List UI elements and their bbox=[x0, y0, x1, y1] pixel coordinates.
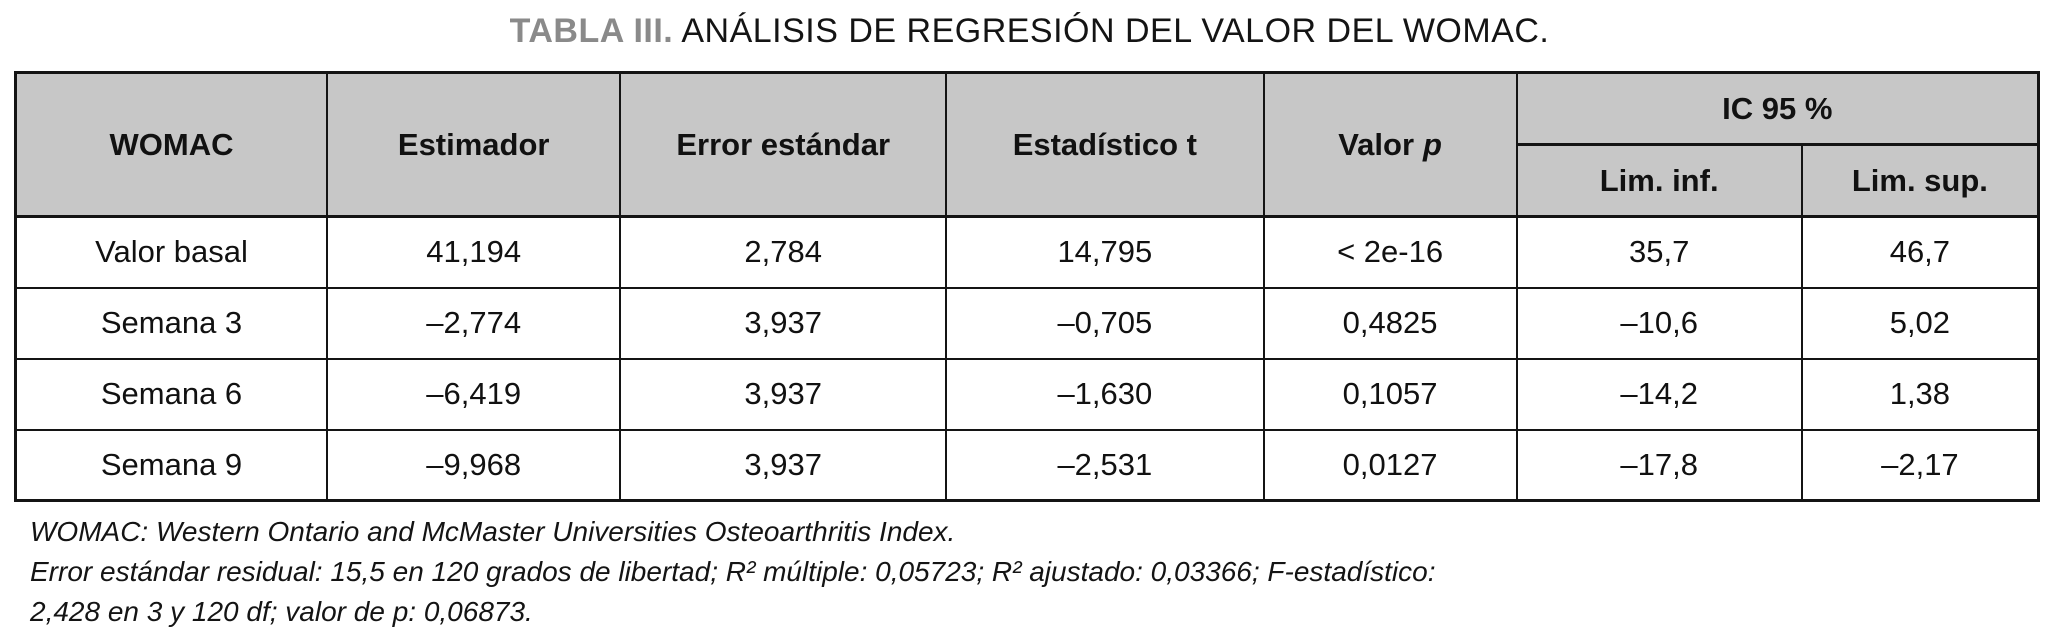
cell-error-estandar: 2,784 bbox=[619, 215, 948, 289]
column-header-estimador: Estimador bbox=[326, 71, 622, 218]
cell-error-estandar: 3,937 bbox=[619, 357, 948, 431]
valor-p-symbol: p bbox=[1423, 126, 1442, 162]
cell-estadistico-t: –1,630 bbox=[945, 357, 1265, 431]
cell-error-estandar: 3,937 bbox=[619, 428, 948, 502]
cell-estadistico-t: 14,795 bbox=[945, 215, 1265, 289]
cell-lim-inf: 35,7 bbox=[1515, 215, 1803, 289]
header-row-top: WOMAC Estimador Error estándar Estadísti… bbox=[14, 71, 2040, 218]
table-row-semana-6: Semana 6 –6,419 3,937 –1,630 0,1057 –14,… bbox=[14, 357, 2040, 431]
cell-estimador: –6,419 bbox=[326, 357, 622, 431]
cell-valor-p: 0,1057 bbox=[1262, 357, 1518, 431]
regression-table: WOMAC Estimador Error estándar Estadísti… bbox=[14, 71, 2040, 502]
row-label: Valor basal bbox=[14, 215, 329, 289]
cell-estimador: 41,194 bbox=[326, 215, 622, 289]
column-header-lim-inf: Lim. inf. bbox=[1515, 143, 1803, 218]
footnote-statistics-line-2: 2,428 en 3 y 120 df; valor de p: 0,06873… bbox=[30, 596, 533, 627]
cell-estimador: –9,968 bbox=[326, 428, 622, 502]
table-row-semana-9: Semana 9 –9,968 3,937 –2,531 0,0127 –17,… bbox=[14, 428, 2040, 502]
cell-lim-inf: –17,8 bbox=[1515, 428, 1803, 502]
table-body: Valor basal 41,194 2,784 14,795 < 2e-16 … bbox=[14, 215, 2040, 502]
column-header-valor-p: Valor p bbox=[1262, 71, 1518, 218]
cell-estadistico-t: –0,705 bbox=[945, 286, 1265, 360]
table-title-label: TABLA III. bbox=[509, 12, 674, 50]
row-label: Semana 3 bbox=[14, 286, 329, 360]
cell-valor-p: < 2e-16 bbox=[1262, 215, 1518, 289]
table-footnotes: WOMAC: Western Ontario and McMaster Univ… bbox=[30, 512, 2059, 632]
cell-lim-sup: 46,7 bbox=[1800, 215, 2040, 289]
cell-lim-inf: –10,6 bbox=[1515, 286, 1803, 360]
column-header-ic95: IC 95 % bbox=[1515, 71, 2040, 146]
cell-estimador: –2,774 bbox=[326, 286, 622, 360]
row-label: Semana 9 bbox=[14, 428, 329, 502]
cell-lim-sup: –2,17 bbox=[1800, 428, 2040, 502]
cell-lim-inf: –14,2 bbox=[1515, 357, 1803, 431]
column-header-estadistico-t: Estadístico t bbox=[945, 71, 1265, 218]
cell-lim-sup: 5,02 bbox=[1800, 286, 2040, 360]
table-row-valor-basal: Valor basal 41,194 2,784 14,795 < 2e-16 … bbox=[14, 215, 2040, 289]
cell-error-estandar: 3,937 bbox=[619, 286, 948, 360]
header-row-sub: Lim. inf. Lim. sup. bbox=[16, 143, 2040, 218]
row-label: Semana 6 bbox=[14, 357, 329, 431]
cell-lim-sup: 1,38 bbox=[1800, 357, 2040, 431]
valor-p-prefix: Valor bbox=[1338, 126, 1415, 162]
column-header-womac: WOMAC bbox=[14, 71, 329, 218]
column-header-lim-sup: Lim. sup. bbox=[1800, 143, 2040, 218]
cell-valor-p: 0,4825 bbox=[1262, 286, 1518, 360]
table-header: WOMAC Estimador Error estándar Estadísti… bbox=[14, 71, 2040, 218]
column-header-error-estandar: Error estándar bbox=[619, 71, 948, 218]
cell-estadistico-t: –2,531 bbox=[945, 428, 1265, 502]
cell-valor-p: 0,0127 bbox=[1262, 428, 1518, 502]
table-row-semana-3: Semana 3 –2,774 3,937 –0,705 0,4825 –10,… bbox=[14, 286, 2040, 360]
footnote-statistics-line-1: Error estándar residual: 15,5 en 120 gra… bbox=[30, 556, 1436, 587]
table-title: TABLA III. ANÁLISIS DE REGRESIÓN DEL VAL… bbox=[0, 12, 2059, 51]
table-title-text: ANÁLISIS DE REGRESIÓN DEL VALOR DEL WOMA… bbox=[673, 12, 1550, 50]
footnote-womac-definition: WOMAC: Western Ontario and McMaster Univ… bbox=[30, 516, 956, 547]
